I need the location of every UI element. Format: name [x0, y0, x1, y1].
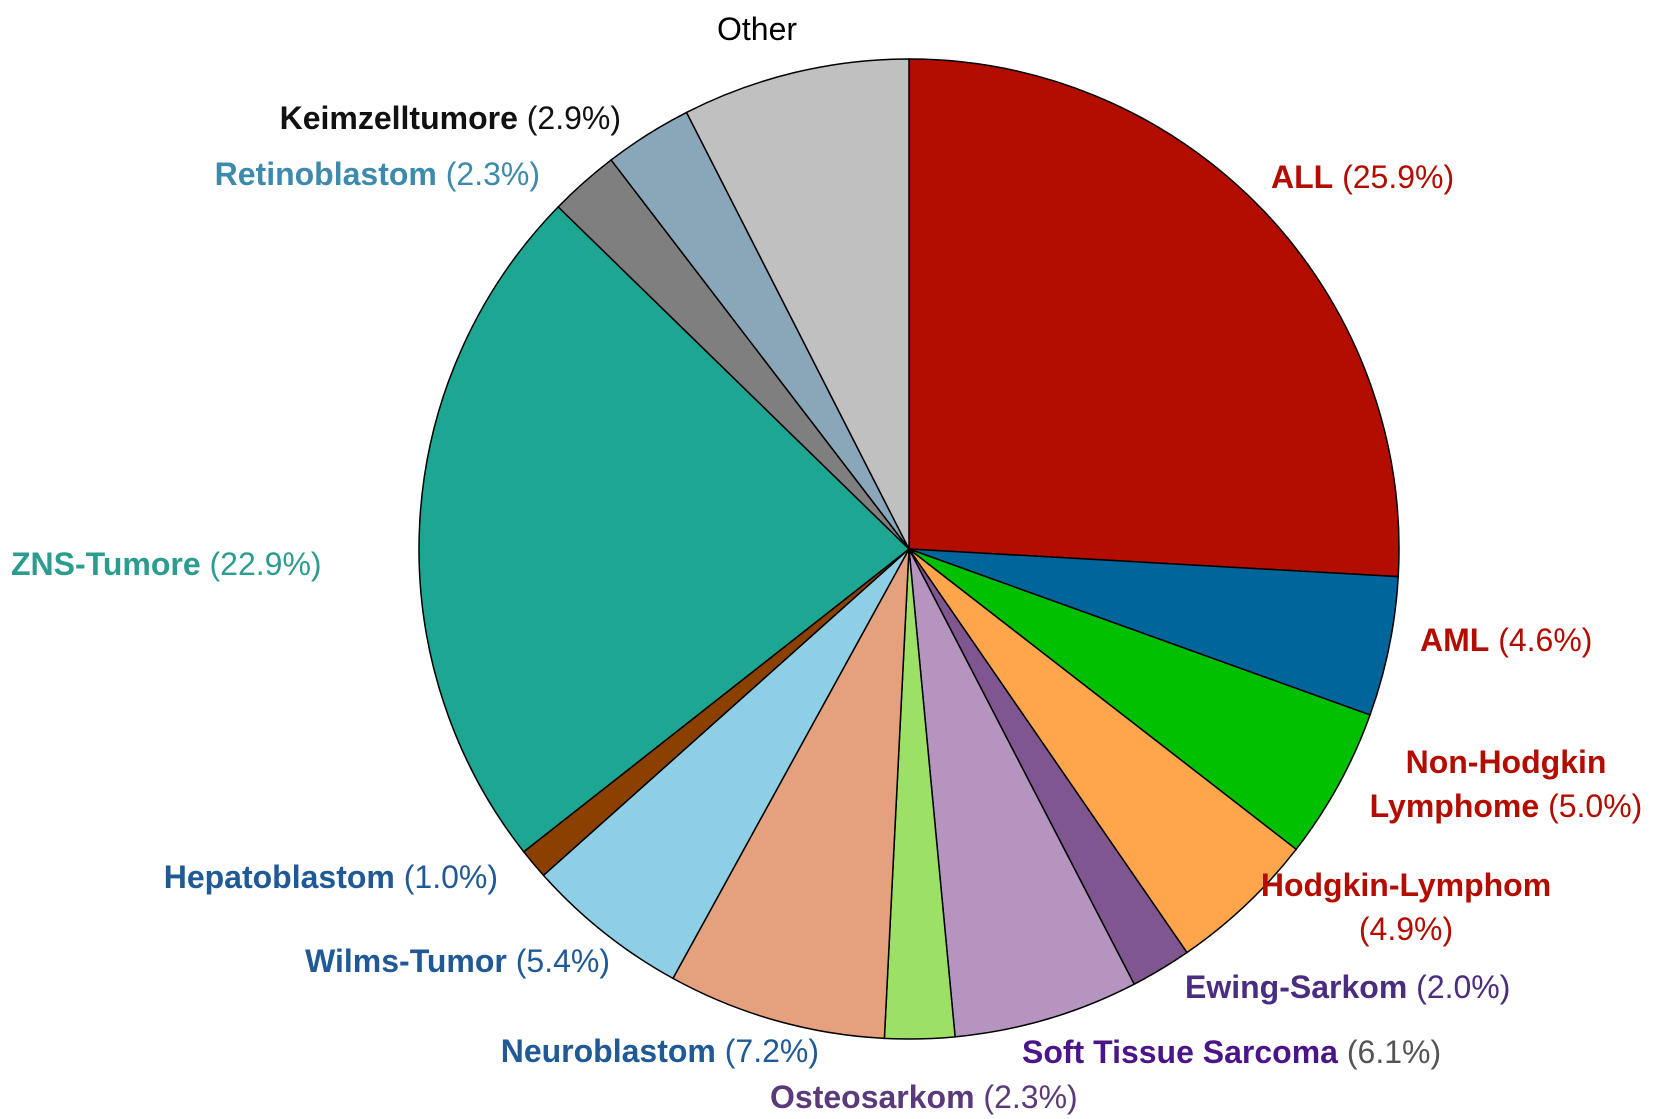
value-label: (4.6%): [1498, 622, 1592, 658]
slice-label: Ewing-Sarkom (2.0%): [1185, 965, 1510, 1009]
slice-label: Non-Hodgkin Lymphome (5.0%): [1336, 740, 1676, 828]
value-label: (7.2%): [725, 1033, 819, 1069]
slice-label: Retinoblastom (2.3%): [215, 152, 540, 196]
value-label: (22.9%): [210, 546, 322, 582]
slice-label: Soft Tissue Sarcoma (6.1%): [1022, 1030, 1441, 1074]
slice-label: Osteosarkom (2.3%): [770, 1075, 1078, 1119]
value-label: (1.0%): [404, 859, 498, 895]
slice-label: Other: [717, 7, 797, 51]
category-name: Retinoblastom: [215, 156, 437, 192]
category-name: ZNS-Tumore: [11, 546, 201, 582]
value-label: (2.3%): [446, 156, 540, 192]
value-label: (2.9%): [527, 100, 621, 136]
slice-label: Keimzelltumore (2.9%): [280, 96, 621, 140]
slice-label: Hepatoblastom (1.0%): [164, 855, 498, 899]
category-name: ALL: [1271, 159, 1333, 195]
page: (() => { const data = JSON.parse(documen…: [0, 0, 1679, 1116]
value-label: (25.9%): [1342, 159, 1454, 195]
category-name: Hodgkin-Lymphom: [1261, 867, 1551, 903]
slice-label: ALL (25.9%): [1271, 155, 1454, 199]
category-name: Osteosarkom: [770, 1079, 975, 1115]
value-label: (6.1%): [1347, 1034, 1441, 1070]
category-name: Wilms-Tumor: [305, 943, 507, 979]
category-name: Neuroblastom: [501, 1033, 716, 1069]
category-name: Keimzelltumore: [280, 100, 518, 136]
value-label: (5.4%): [516, 943, 610, 979]
value-label: (4.9%): [1359, 911, 1453, 947]
value-label: (5.0%): [1548, 788, 1642, 824]
category-name: Hepatoblastom: [164, 859, 395, 895]
category-name: Ewing-Sarkom: [1185, 969, 1407, 1005]
slice-label: Wilms-Tumor (5.4%): [305, 939, 610, 983]
slice-label: ZNS-Tumore (22.9%): [11, 542, 322, 586]
slice-label: Hodgkin-Lymphom (4.9%): [1236, 863, 1576, 951]
category-name: Soft Tissue Sarcoma: [1022, 1034, 1338, 1070]
slice-label: AML (4.6%): [1420, 618, 1592, 662]
value-label: (2.3%): [983, 1079, 1077, 1115]
category-name: AML: [1420, 622, 1489, 658]
category-name: Other: [717, 11, 797, 47]
pie-slice: [909, 59, 1399, 577]
value-label: (2.0%): [1416, 969, 1510, 1005]
slice-label: Neuroblastom (7.2%): [501, 1029, 819, 1073]
